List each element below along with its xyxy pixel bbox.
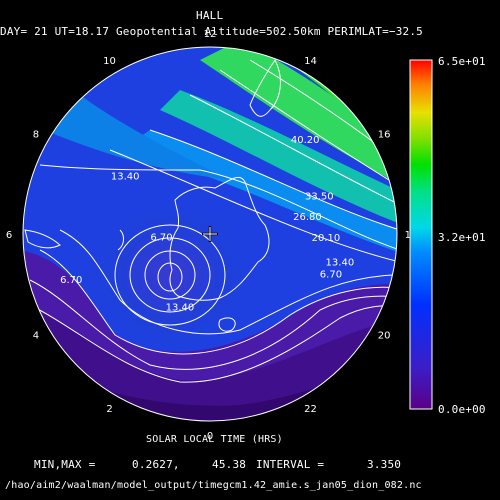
map-boundary	[22, 46, 398, 422]
interval-value: 3.350	[367, 458, 402, 471]
hour-label: 2	[106, 404, 112, 415]
contour-label: 33.50	[305, 191, 334, 202]
chart-title: HALL	[196, 9, 224, 22]
contour-label: 40.20	[291, 135, 320, 146]
contour-label: 13.40	[166, 303, 195, 314]
contour-label: 13.40	[326, 258, 355, 269]
scalar-field	[23, 47, 397, 421]
chart-subtitle: DAY= 21 UT=18.17 Geopotential Altitude=5…	[0, 25, 423, 38]
coastlines	[24, 59, 281, 332]
contour-lines	[29, 59, 397, 383]
hour-label: 22	[304, 404, 317, 415]
colorbar-frame	[409, 59, 433, 410]
contour-label: 6.70	[60, 275, 82, 286]
hour-label: 12	[204, 29, 217, 40]
max-value: 45.38	[212, 458, 247, 471]
hour-label: 16	[378, 130, 391, 141]
contour-label: 6.70	[320, 269, 342, 280]
x-axis-label: SOLAR LOCAL TIME (HRS)	[146, 434, 283, 445]
contour-label: 26.80	[293, 212, 322, 223]
pole-marker-inner	[203, 227, 217, 241]
colorbar	[410, 60, 432, 409]
contour-label: 13.40	[111, 172, 140, 183]
contour-label: 6.70	[150, 233, 172, 244]
colorbar-max-label: 6.5e+01	[438, 55, 486, 68]
hour-label: 4	[33, 331, 39, 342]
hour-label: 0	[207, 431, 213, 442]
colorbar-min-label: 0.0e+00	[438, 403, 486, 416]
contour-label: 20.10	[312, 233, 341, 244]
file-path: /hao/aim2/waalman/model_output/timegcm1.…	[5, 480, 422, 491]
interval-label: INTERVAL =	[256, 458, 325, 471]
hour-label: 14	[304, 56, 317, 67]
minmax-label: MIN,MAX =	[34, 458, 96, 471]
contour-labels: 40.2033.5026.8020.1013.406.7013.406.706.…	[60, 135, 354, 314]
min-value: 0.2627,	[132, 458, 180, 471]
hour-label: 8	[33, 130, 39, 141]
hour-label: 10	[103, 56, 116, 67]
hour-label: 6	[6, 230, 12, 241]
stats-line: MIN,MAX = 0.2627, 45.38 INTERVAL = 3.350	[34, 458, 454, 474]
hour-label: 20	[378, 331, 391, 342]
colorbar-mid-label: 3.2e+01	[438, 231, 486, 244]
